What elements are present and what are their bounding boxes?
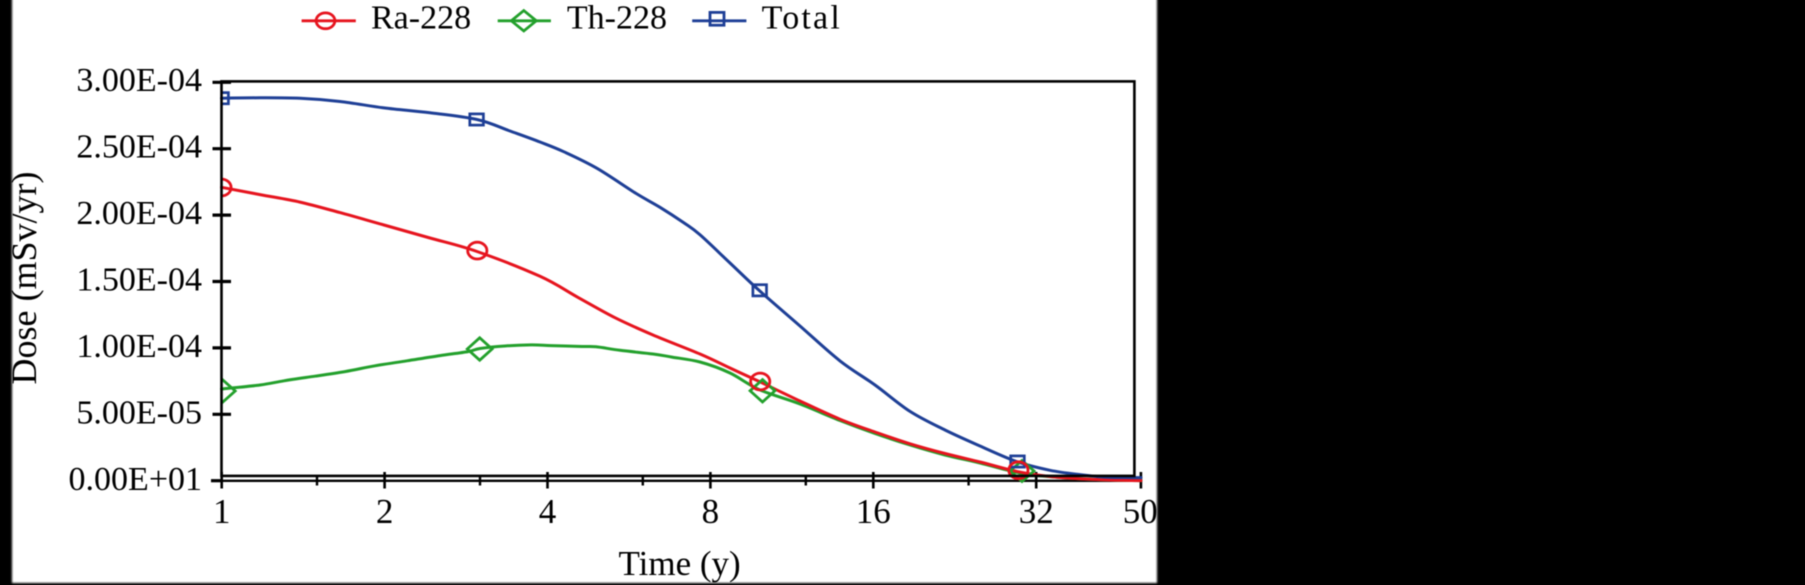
svg-text:Ra-228: Ra-228 [371, 0, 471, 36]
svg-text:1.50E-04: 1.50E-04 [76, 262, 202, 299]
svg-text:2.50E-04: 2.50E-04 [76, 129, 202, 166]
svg-text:3.00E-04: 3.00E-04 [76, 62, 202, 99]
svg-text:Total: Total [762, 0, 842, 36]
svg-text:8: 8 [702, 492, 720, 531]
svg-text:1.00E-04: 1.00E-04 [76, 328, 202, 365]
svg-text:2: 2 [376, 492, 394, 531]
svg-text:Th-228: Th-228 [567, 0, 667, 36]
svg-text:4: 4 [539, 492, 557, 531]
svg-text:1: 1 [213, 492, 231, 531]
svg-text:32: 32 [1019, 492, 1054, 531]
svg-text:Time (y): Time (y) [618, 544, 740, 583]
svg-text:0.00E+01: 0.00E+01 [69, 461, 202, 498]
svg-text:Dose (mSv/yr): Dose (mSv/yr) [4, 172, 44, 385]
svg-text:16: 16 [856, 492, 891, 531]
svg-text:2.00E-04: 2.00E-04 [76, 195, 202, 232]
svg-text:5.00E-05: 5.00E-05 [76, 395, 202, 432]
svg-text:50: 50 [1123, 492, 1158, 531]
